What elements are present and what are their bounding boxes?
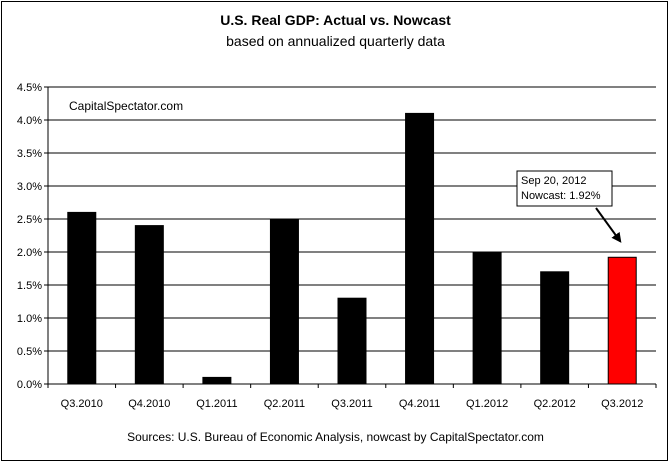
x-tick-label: Q4.2010 xyxy=(128,398,170,410)
annotation-arrow xyxy=(595,207,622,243)
annotation-date: Sep 20, 2012 xyxy=(521,175,586,187)
x-tick-label: Q2.2012 xyxy=(534,398,576,410)
x-tick-label: Q1.2012 xyxy=(466,398,508,410)
y-tick-label: 2.5% xyxy=(17,214,42,226)
y-tick-label: 3.5% xyxy=(17,148,42,160)
y-tick-label: 3.0% xyxy=(17,181,42,193)
x-tick-label: Q1.2011 xyxy=(196,398,237,410)
x-tick-label: Q4.2011 xyxy=(399,398,440,410)
bar-q4-2010 xyxy=(134,225,164,385)
y-tick-label: 1.5% xyxy=(17,280,42,292)
x-tick-label: Q3.2011 xyxy=(331,398,372,410)
x-tick-label: Q3.2010 xyxy=(61,398,103,410)
bar-q1-2012 xyxy=(472,251,502,385)
chart-subtitle: based on annualized quarterly data xyxy=(226,33,445,49)
y-tick-label: 0.0% xyxy=(17,379,42,391)
y-tick-label: 2.0% xyxy=(17,247,42,259)
annotation-box xyxy=(516,170,613,207)
y-tick-label: 1.0% xyxy=(17,313,42,325)
bar-q2-2012 xyxy=(540,271,570,385)
x-tick-label: Q2.2011 xyxy=(264,398,305,410)
bar-q3-2012 xyxy=(607,256,637,385)
bar-q1-2011 xyxy=(202,376,232,385)
bar-q3-2011 xyxy=(337,297,367,385)
annotation-value: Nowcast: 1.92% xyxy=(521,190,601,202)
bar-q3-2010 xyxy=(67,211,97,385)
bar-q2-2011 xyxy=(269,218,299,385)
y-tick-label: 4.0% xyxy=(17,115,42,127)
x-tick-label: Q3.2012 xyxy=(601,398,643,410)
bar-q4-2011 xyxy=(405,112,435,385)
watermark-label: CapitalSpectator.com xyxy=(69,99,183,113)
y-tick-label: 0.5% xyxy=(17,346,42,358)
chart-title: U.S. Real GDP: Actual vs. Nowcast xyxy=(220,12,451,28)
y-tick-label: 4.5% xyxy=(17,82,42,94)
source-note: Sources: U.S. Bureau of Economic Analysi… xyxy=(127,430,544,444)
